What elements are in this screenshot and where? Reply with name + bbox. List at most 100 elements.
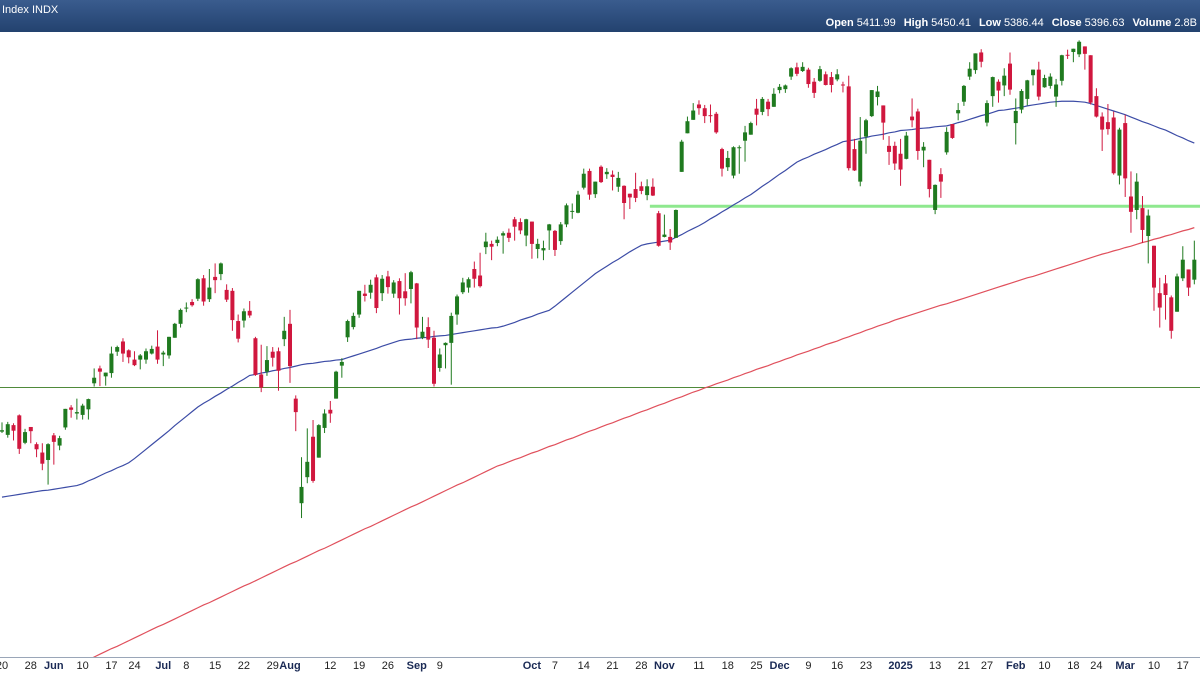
candle [120,338,125,362]
x-tick-label: 10 [1148,660,1160,672]
x-tick-label: 10 [77,660,89,672]
x-tick-label: 20 [0,660,8,672]
candle-body [1031,69,1036,76]
candle [576,190,580,214]
candle-body [1082,46,1087,54]
candle-body [437,354,442,368]
candle [581,168,586,190]
candle [264,346,269,376]
candle [391,280,396,298]
candle-body [944,131,949,153]
candle [178,308,183,328]
candle-body [685,121,690,134]
candle [950,124,955,139]
x-tick-label: 21 [606,660,618,672]
candle-body [218,263,223,275]
candle-body [74,412,79,414]
x-tick-label: Jul [155,660,171,672]
candle-body [1134,181,1139,210]
candle [737,145,742,174]
candle-body [800,66,805,72]
x-tick-label: Aug [279,660,300,672]
candle-body [898,153,903,170]
candle [253,336,258,376]
candle [800,62,805,72]
candle-body [190,301,195,306]
candle-body [973,53,978,71]
candle [685,116,690,134]
x-tick-label: 29 [267,660,279,672]
candle [339,358,344,378]
candle-body [374,277,379,309]
candle [345,319,350,342]
candle-body [501,233,506,236]
candle-body [489,243,494,247]
candle-body [547,224,552,231]
quote-label: Volume [1132,17,1171,29]
candle [17,414,22,454]
candle [990,76,995,107]
x-tick-label: 16 [831,660,843,672]
candle-body [1128,196,1133,212]
candle [604,168,609,179]
candle-body [662,234,667,237]
candle-body [869,90,874,117]
candle-body [552,230,557,250]
candle [97,365,102,387]
candle [564,203,569,228]
candle-body [276,351,281,371]
candle [472,261,477,288]
candle [1088,55,1093,105]
x-tick-label: 21 [958,660,970,672]
x-tick-label: 19 [353,660,365,672]
quote-value: 5411.99 [857,17,896,29]
candle-body [892,145,897,164]
candle [357,290,362,318]
candle [172,322,177,338]
candle-body [1186,269,1191,288]
candle-body [17,415,22,449]
x-tick-label: 28 [25,660,37,672]
candle-body [282,330,287,340]
candle-body [46,444,51,460]
candle-body [1094,96,1099,117]
candle-body [967,68,972,77]
candle-body [40,452,45,464]
candle [184,302,189,313]
candle [259,344,264,393]
candle-body [708,115,713,117]
candle-body [627,193,632,198]
candle-body [564,205,569,225]
candle-body [253,338,258,375]
candle [63,408,68,430]
candle [524,218,529,247]
candle [351,312,356,330]
candle [455,294,460,325]
candle-body [835,74,840,80]
candle-body [391,282,396,294]
candle [1163,275,1168,320]
candle [1192,240,1197,285]
candle-body [812,81,817,93]
candle [374,274,379,314]
candle-body [299,486,304,504]
candle [1111,111,1116,175]
candle [927,159,932,198]
x-tick-label: 22 [238,660,250,672]
candle-body [466,279,471,288]
candle-body [328,409,333,414]
x-tick-label: 26 [382,660,394,672]
candle-body [34,444,39,450]
candle-body [737,147,742,149]
x-tick-label: Feb [1006,660,1026,672]
candle-body [408,272,413,289]
candle [69,405,74,418]
candle [933,184,938,215]
candle-body [610,174,615,177]
candle-body [766,101,771,110]
candle [241,308,246,328]
candle-body [63,408,68,428]
candle [501,231,506,254]
candle [1019,89,1024,114]
candle [362,284,367,302]
